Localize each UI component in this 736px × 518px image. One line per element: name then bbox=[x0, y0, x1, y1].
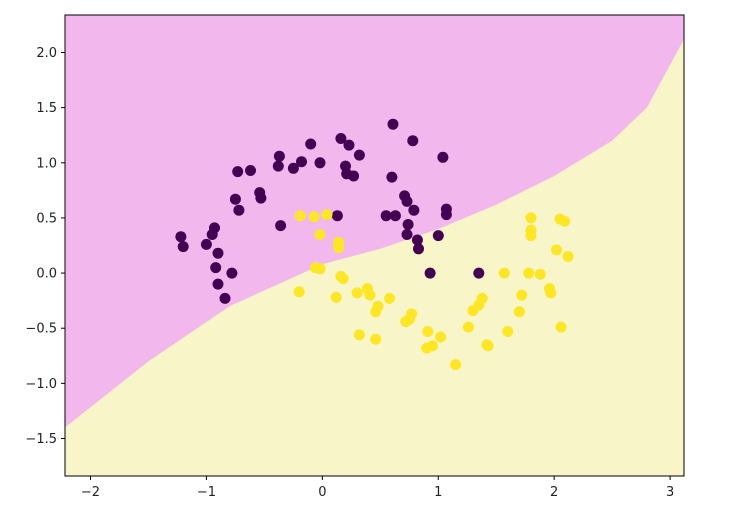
data-point-series-0 bbox=[335, 133, 347, 144]
data-point-series-0 bbox=[212, 278, 224, 290]
y-axis: −1.5 −1.0 −0.5 0.0 0.5 1.0 1.5 2.0 bbox=[25, 46, 65, 447]
data-point-series-1 bbox=[337, 273, 349, 285]
data-point-series-0 bbox=[401, 229, 413, 240]
data-point-series-0 bbox=[473, 267, 485, 279]
data-point-series-1 bbox=[314, 263, 326, 275]
data-point-series-0 bbox=[287, 162, 299, 174]
data-point-series-1 bbox=[427, 340, 438, 352]
data-point-series-1 bbox=[330, 291, 342, 303]
data-point-series-1 bbox=[516, 289, 528, 301]
x-tick-label: −1 bbox=[197, 485, 216, 500]
data-point-series-1 bbox=[294, 210, 306, 222]
data-point-series-0 bbox=[232, 166, 244, 178]
data-point-series-0 bbox=[177, 241, 189, 253]
data-point-series-0 bbox=[386, 171, 398, 183]
data-point-series-1 bbox=[555, 321, 567, 333]
x-tick-label: 3 bbox=[666, 485, 674, 500]
data-point-series-0 bbox=[275, 220, 287, 232]
data-point-series-1 bbox=[482, 340, 494, 352]
x-tick-label: 2 bbox=[550, 485, 558, 500]
data-point-series-0 bbox=[233, 204, 245, 216]
data-point-series-0 bbox=[387, 118, 399, 130]
data-point-series-0 bbox=[343, 139, 355, 151]
x-tick-label: −2 bbox=[81, 485, 100, 500]
data-point-series-1 bbox=[333, 242, 345, 254]
data-point-series-0 bbox=[226, 267, 238, 279]
data-point-series-1 bbox=[559, 215, 571, 227]
data-point-series-0 bbox=[380, 210, 392, 222]
data-point-series-0 bbox=[210, 262, 222, 274]
y-tick-label: −1.0 bbox=[25, 377, 57, 392]
data-point-series-1 bbox=[450, 359, 462, 371]
data-point-series-0 bbox=[296, 156, 307, 168]
data-point-series-0 bbox=[219, 292, 231, 304]
data-point-series-1 bbox=[476, 292, 488, 304]
x-tick-label: 0 bbox=[318, 485, 326, 500]
data-point-series-0 bbox=[413, 243, 424, 255]
y-tick-label: 2.0 bbox=[36, 46, 57, 61]
data-point-series-0 bbox=[437, 151, 449, 163]
data-point-series-0 bbox=[348, 170, 360, 182]
data-point-series-1 bbox=[314, 229, 326, 240]
data-point-series-0 bbox=[229, 193, 241, 205]
data-point-series-0 bbox=[245, 165, 256, 176]
y-tick-label: 0.5 bbox=[36, 211, 57, 226]
y-tick-label: −1.5 bbox=[25, 432, 57, 447]
data-point-series-0 bbox=[440, 209, 452, 221]
data-point-series-0 bbox=[402, 219, 414, 230]
data-point-series-0 bbox=[272, 160, 284, 172]
data-point-series-1 bbox=[525, 230, 537, 242]
data-point-series-0 bbox=[209, 222, 220, 234]
data-point-series-1 bbox=[513, 306, 525, 318]
data-point-series-1 bbox=[435, 331, 447, 343]
x-tick-label: 1 bbox=[434, 485, 442, 500]
data-point-series-0 bbox=[353, 149, 365, 161]
data-point-series-0 bbox=[389, 210, 401, 222]
data-point-series-1 bbox=[406, 308, 418, 320]
data-point-series-1 bbox=[525, 212, 537, 224]
data-point-series-1 bbox=[534, 268, 546, 280]
data-point-series-1 bbox=[562, 251, 574, 262]
y-tick-label: 1.0 bbox=[36, 156, 57, 171]
y-tick-label: −0.5 bbox=[25, 322, 57, 337]
data-point-series-1 bbox=[364, 289, 376, 301]
scatter-points bbox=[175, 118, 574, 371]
data-point-series-1 bbox=[523, 267, 535, 279]
data-point-series-0 bbox=[408, 204, 420, 216]
data-point-series-0 bbox=[424, 267, 436, 279]
data-point-series-0 bbox=[200, 238, 212, 250]
data-point-series-0 bbox=[255, 192, 267, 204]
data-point-series-0 bbox=[273, 150, 285, 162]
data-point-series-1 bbox=[551, 244, 562, 256]
data-point-series-1 bbox=[308, 211, 320, 223]
data-point-series-0 bbox=[411, 234, 423, 246]
data-point-series-1 bbox=[545, 287, 557, 299]
data-point-series-0 bbox=[175, 231, 187, 243]
data-point-series-0 bbox=[314, 157, 326, 169]
data-point-series-0 bbox=[401, 195, 413, 207]
data-point-series-1 bbox=[351, 287, 363, 299]
data-point-series-1 bbox=[498, 267, 510, 279]
data-point-series-1 bbox=[370, 306, 382, 318]
data-point-series-1 bbox=[422, 326, 434, 337]
decision-regions bbox=[65, 15, 684, 476]
data-point-series-1 bbox=[353, 329, 365, 341]
data-point-series-0 bbox=[331, 210, 343, 222]
data-point-series-0 bbox=[305, 138, 317, 150]
y-tick-label: 1.5 bbox=[36, 101, 57, 116]
data-point-series-1 bbox=[384, 292, 396, 304]
data-point-series-0 bbox=[212, 247, 224, 259]
plot-frame bbox=[64, 14, 685, 477]
data-point-series-0 bbox=[432, 230, 444, 242]
data-point-series-1 bbox=[502, 326, 514, 337]
data-point-series-1 bbox=[370, 333, 382, 345]
data-point-series-1 bbox=[462, 321, 474, 333]
upper-region bbox=[65, 15, 684, 428]
data-point-series-1 bbox=[293, 286, 305, 298]
data-point-series-0 bbox=[407, 135, 419, 147]
y-tick-label: 0.0 bbox=[36, 267, 57, 282]
data-point-series-1 bbox=[321, 209, 333, 221]
x-axis: −2 −1 0 1 2 3 bbox=[81, 476, 674, 500]
